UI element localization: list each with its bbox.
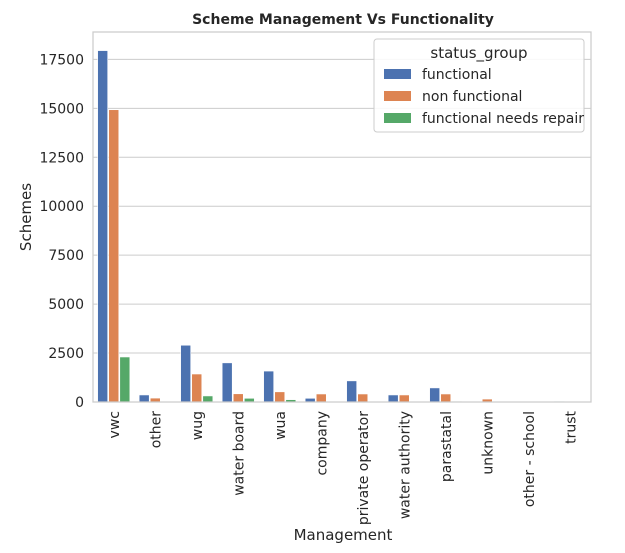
bar bbox=[138, 394, 150, 403]
legend-swatch bbox=[384, 91, 411, 101]
y-tick-label: 10000 bbox=[39, 199, 84, 215]
y-tick-label: 15000 bbox=[39, 101, 84, 117]
y-axis-ticks: 0 2500 5000 7500 10000 12500 15000 17500 bbox=[39, 52, 84, 411]
legend-swatch bbox=[384, 69, 411, 79]
grid-lines bbox=[93, 58, 591, 354]
y-tick-label: 2500 bbox=[48, 346, 84, 362]
bar bbox=[274, 391, 286, 403]
x-axis-ticks: vwc other wug water board wua company private … bbox=[107, 410, 580, 525]
x-tick-label: water authority bbox=[397, 411, 413, 519]
y-tick-label: 7500 bbox=[48, 248, 84, 264]
legend-title: status_group bbox=[430, 44, 527, 63]
bar bbox=[191, 373, 203, 403]
bar bbox=[180, 344, 192, 403]
bar bbox=[202, 395, 214, 403]
legend-label: non functional bbox=[422, 89, 522, 105]
bar bbox=[357, 393, 369, 403]
y-tick-label: 12500 bbox=[39, 150, 84, 166]
plot-frame bbox=[92, 31, 592, 403]
x-tick-label: vwc bbox=[107, 411, 123, 438]
bar bbox=[398, 394, 410, 403]
x-axis-label: Management bbox=[294, 526, 393, 544]
x-tick-label: private operator bbox=[356, 411, 372, 525]
bar bbox=[108, 109, 120, 403]
bar bbox=[119, 356, 131, 403]
y-tick-label: 17500 bbox=[39, 52, 84, 68]
bar bbox=[263, 370, 275, 403]
bar bbox=[387, 394, 399, 403]
bar bbox=[97, 50, 109, 403]
bar bbox=[429, 387, 441, 403]
bar bbox=[221, 362, 233, 403]
chart-title: Scheme Management Vs Functionality bbox=[192, 12, 494, 28]
x-tick-label: unknown bbox=[480, 411, 496, 475]
bar bbox=[315, 393, 327, 403]
bar bbox=[232, 393, 244, 403]
x-tick-label: other bbox=[148, 411, 164, 449]
legend-label: functional needs repair bbox=[422, 111, 584, 127]
x-tick-label: trust bbox=[563, 410, 579, 443]
bar bbox=[440, 393, 452, 403]
y-tick-label: 0 bbox=[75, 395, 84, 411]
x-tick-label: wug bbox=[190, 411, 206, 440]
legend: status_group functional non functional fun… bbox=[373, 38, 585, 133]
x-tick-label: other - school bbox=[522, 411, 538, 507]
x-tick-label: company bbox=[314, 411, 330, 476]
legend-swatch bbox=[384, 113, 411, 123]
x-tick-label: parastatal bbox=[439, 411, 455, 482]
legend-label: functional bbox=[422, 67, 492, 83]
x-tick-label: wua bbox=[273, 411, 289, 440]
x-tick-label: water board bbox=[231, 411, 247, 496]
y-tick-label: 5000 bbox=[48, 297, 84, 313]
legend-box bbox=[373, 38, 585, 133]
y-axis-label: Schemes bbox=[17, 183, 35, 251]
bar bbox=[346, 380, 358, 403]
